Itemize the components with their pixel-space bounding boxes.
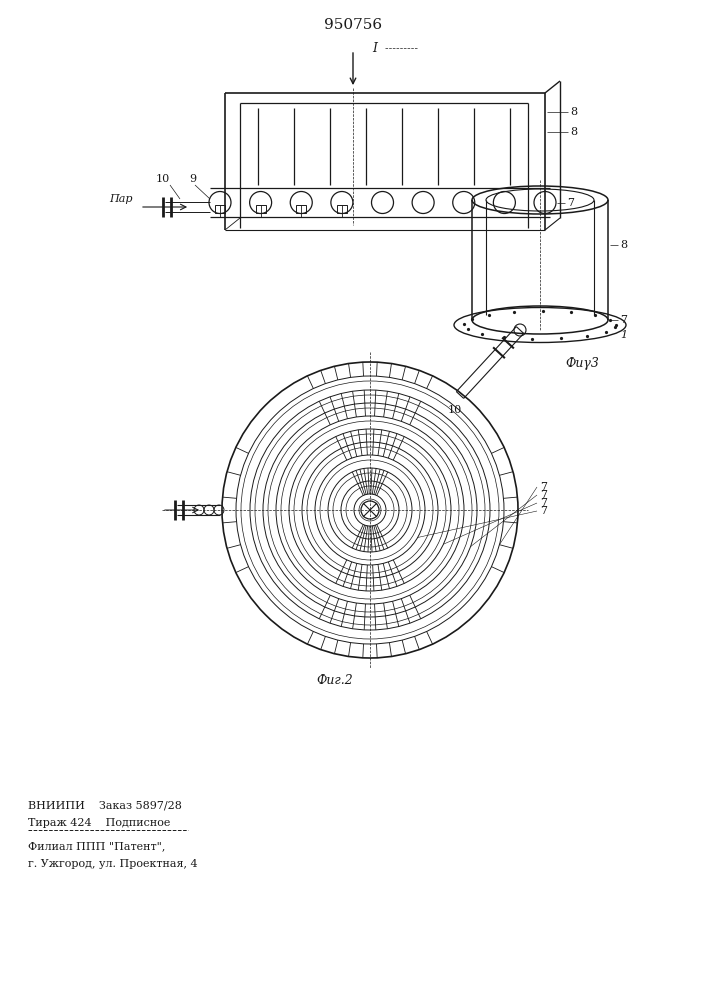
Text: 7: 7 xyxy=(540,498,547,508)
Text: Фиг.2: Фиг.2 xyxy=(317,674,354,686)
Text: 8: 8 xyxy=(570,107,577,117)
Text: г. Ужгород, ул. Проектная, 4: г. Ужгород, ул. Проектная, 4 xyxy=(28,859,198,869)
Text: 1: 1 xyxy=(620,330,627,340)
Text: 8: 8 xyxy=(570,127,577,137)
Text: 7: 7 xyxy=(620,315,627,325)
Text: 7: 7 xyxy=(567,198,574,208)
Bar xyxy=(256,205,266,213)
Bar xyxy=(337,205,347,213)
Text: Фиγ3: Фиγ3 xyxy=(565,357,599,369)
Text: 950756: 950756 xyxy=(324,18,382,32)
Text: Пар: Пар xyxy=(110,194,133,204)
Text: ВНИИПИ    Заказ 5897/28: ВНИИПИ Заказ 5897/28 xyxy=(28,800,182,810)
Text: 8: 8 xyxy=(620,240,627,250)
Text: 9: 9 xyxy=(189,174,197,184)
Text: 7: 7 xyxy=(540,490,547,500)
Text: Филиал ППП "Патент",: Филиал ППП "Патент", xyxy=(28,841,165,851)
Text: 10: 10 xyxy=(448,405,462,415)
Text: 10: 10 xyxy=(156,174,170,184)
Bar xyxy=(296,205,306,213)
Text: Тираж 424    Подписное: Тираж 424 Подписное xyxy=(28,818,170,828)
Text: 7: 7 xyxy=(540,506,547,516)
Bar xyxy=(215,205,225,213)
Text: 7: 7 xyxy=(540,482,547,492)
Text: I: I xyxy=(373,41,378,54)
